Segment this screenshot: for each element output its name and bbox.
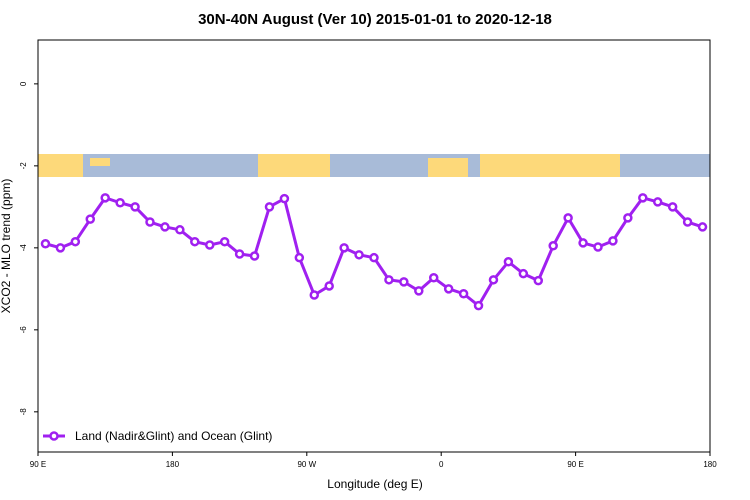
y-tick-label: 0 bbox=[19, 81, 28, 86]
y-axis-label: XCO2 - MLO trend (ppm) bbox=[0, 179, 13, 314]
land bbox=[38, 154, 83, 177]
point bbox=[697, 222, 708, 232]
point bbox=[309, 290, 320, 300]
point bbox=[339, 243, 349, 253]
point bbox=[130, 202, 140, 212]
point bbox=[190, 236, 200, 247]
point bbox=[473, 300, 484, 311]
point bbox=[70, 236, 81, 247]
point bbox=[55, 243, 66, 253]
x-axis-label: Longitude (deg E) bbox=[327, 477, 422, 491]
point bbox=[488, 275, 499, 285]
point bbox=[623, 213, 633, 223]
point bbox=[249, 251, 260, 261]
point bbox=[264, 202, 275, 212]
point bbox=[428, 273, 439, 283]
point bbox=[652, 197, 663, 207]
y-tick-label: -4 bbox=[19, 244, 28, 252]
point bbox=[384, 275, 394, 285]
y-tick-label: -2 bbox=[19, 162, 28, 170]
point bbox=[204, 240, 215, 250]
x-tick-label: 0 bbox=[439, 460, 444, 469]
point bbox=[593, 242, 603, 252]
point bbox=[682, 217, 693, 227]
point bbox=[160, 222, 170, 232]
point bbox=[414, 286, 424, 296]
x-tick-label: 180 bbox=[703, 460, 717, 469]
x-tick-label: 90 E bbox=[30, 460, 46, 469]
land bbox=[90, 158, 110, 166]
point bbox=[354, 250, 364, 260]
point bbox=[458, 289, 469, 299]
point bbox=[548, 241, 558, 251]
land bbox=[258, 154, 330, 177]
point bbox=[234, 249, 245, 259]
point bbox=[100, 193, 110, 203]
point bbox=[85, 214, 96, 224]
point bbox=[40, 238, 51, 249]
chart-title: 30N-40N August (Ver 10) 2015-01-01 to 20… bbox=[198, 11, 552, 28]
point bbox=[219, 236, 230, 247]
legend-marker bbox=[49, 431, 59, 441]
point bbox=[533, 275, 544, 286]
point bbox=[503, 257, 514, 267]
map-strip bbox=[38, 154, 710, 177]
point bbox=[443, 284, 454, 294]
point bbox=[324, 281, 334, 291]
y-tick-label: -6 bbox=[19, 326, 28, 334]
y-tick-label: -8 bbox=[19, 408, 28, 416]
point bbox=[115, 198, 125, 208]
point bbox=[294, 252, 305, 263]
point bbox=[667, 202, 678, 212]
point bbox=[638, 193, 648, 203]
legend-label: Land (Nadir&Glint) and Ocean (Glint) bbox=[75, 429, 272, 443]
x-tick-label: 180 bbox=[166, 460, 180, 469]
plot-frame bbox=[37, 39, 711, 453]
point bbox=[563, 213, 573, 223]
point bbox=[399, 277, 409, 287]
x-tick-label: 90 W bbox=[297, 460, 316, 469]
point bbox=[279, 193, 290, 204]
series-line bbox=[45, 196, 704, 308]
x-tick-label: 90 E bbox=[567, 460, 583, 469]
point bbox=[175, 225, 185, 235]
point bbox=[369, 252, 379, 263]
point bbox=[578, 238, 588, 248]
point bbox=[608, 236, 618, 246]
land bbox=[480, 154, 620, 177]
point bbox=[145, 217, 155, 227]
land bbox=[428, 158, 468, 177]
point bbox=[518, 268, 529, 279]
